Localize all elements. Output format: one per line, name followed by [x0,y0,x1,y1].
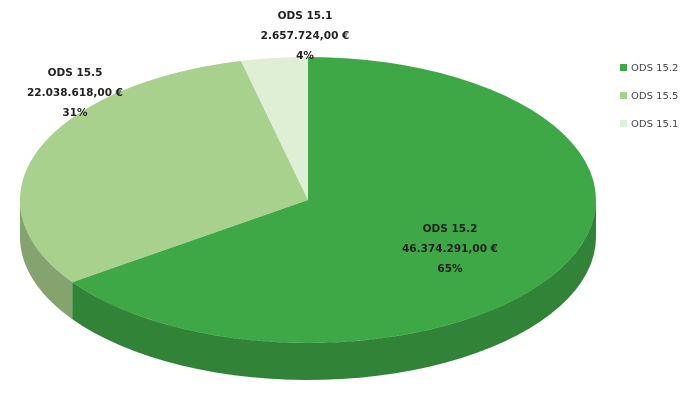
slice-value-label: 2.657.724,00 € [261,30,350,42]
legend-label: ODS 15.5 [631,91,678,102]
legend-swatch [620,92,627,99]
legend-swatch [620,64,627,71]
slice-category: ODS 15.5 [48,67,103,79]
slice-value-label: 46.374.291,00 € [402,243,498,255]
slice-category: ODS 15.1 [278,10,333,22]
legend-label: ODS 15.1 [631,119,678,130]
slice-percent-label: 31% [62,107,88,119]
slice-percent-label: 65% [437,263,463,275]
slice [240,57,308,200]
slice-side [72,200,596,380]
slice-value-label: 22.038.618,00 € [27,87,123,99]
legend-label: ODS 15.2 [631,63,678,74]
legend-swatch [620,120,627,127]
slice [72,57,596,343]
slice-percent-label: 4% [296,50,314,62]
slice-side [20,200,73,320]
slice [20,60,308,283]
slice-category: ODS 15.2 [423,223,478,235]
